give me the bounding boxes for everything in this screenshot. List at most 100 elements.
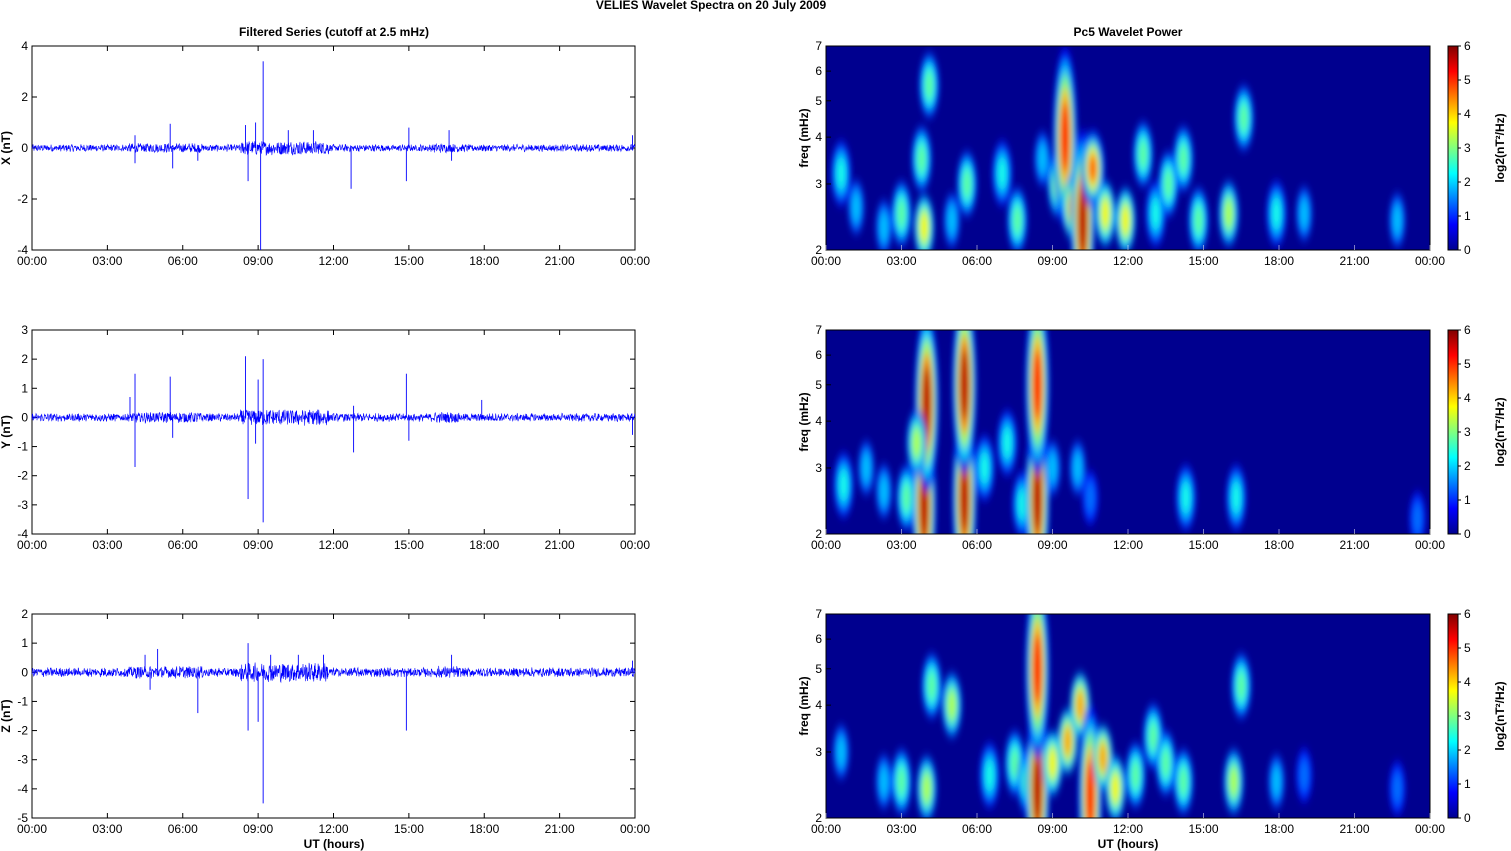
colorbar-label: log2(nT²/Hz) [1493,113,1507,182]
x-tick-label: 18:00 [1264,822,1294,836]
x-tick-label: 03:00 [92,254,122,268]
y-tick-label: 0 [21,665,28,679]
panels-group: -4 -2 0 2 4 00:00 03:00 06:00 09:00 12:00 15:00 18:… [0,39,1507,836]
heatmap-blob [1033,461,1042,534]
heatmap-blob [1231,482,1241,513]
heatmap-blob [1272,766,1281,797]
freq-tick-label: 3 [815,461,822,475]
x-tick-label: 03:00 [92,538,122,552]
heatmap-blobs [833,330,1426,534]
heatmap-plot-area [825,329,1431,535]
colorbar-tick-label: 6 [1464,607,1471,621]
freq-tick-label: 6 [815,64,822,78]
heatmap-blob [836,736,846,768]
freq-tick-label: 5 [815,378,822,392]
colorbar-tick-label: 2 [1464,743,1471,757]
series-panel-x: -4 -2 0 2 4 00:00 03:00 06:00 09:00 12:00 15:00 18:… [0,39,650,268]
heatmap-blob [1299,760,1309,791]
freq-tick-label: 7 [815,607,822,621]
y-tick-label: 1 [21,381,28,395]
x-tick-label: 12:00 [1113,254,1143,268]
x-tick-label: 18:00 [1264,538,1294,552]
x-tick-label: 21:00 [545,254,575,268]
y-tick-label: -2 [17,192,28,206]
x-tick-label: 06:00 [962,538,992,552]
heatmap-blob [1392,773,1402,804]
x-tick-label: 18:00 [469,538,499,552]
colorbar-tick-label: 1 [1464,493,1471,507]
x-tick-label: 03:00 [886,254,916,268]
heatmap-blob [1078,184,1088,250]
right-xlabel: UT (hours) [1098,837,1159,851]
freq-tick-label: 5 [815,662,822,676]
heatmap-blob [1098,742,1108,773]
x-tick-label: 15:00 [394,822,424,836]
y-tick-label: 4 [21,39,28,53]
colorbar-tick-label: 6 [1464,323,1471,337]
y-tick-label: 2 [21,607,28,621]
freq-ylabel: freq (mHz) [797,676,811,735]
heatmap-blobs [832,614,1406,818]
series-trace [31,409,636,426]
heatmap-blob [1033,752,1042,818]
y-tick-label: -3 [17,498,28,512]
colorbar-tick-label: 3 [1464,141,1471,155]
heatmap-blob [1017,489,1027,520]
colorbar [1447,613,1459,819]
heatmap-blob [1048,452,1057,484]
x-tick-label: 00:00 [17,538,47,552]
heatmap-blob [1033,632,1042,705]
heatmap-blob [1148,721,1158,752]
x-tick-label: 12:00 [318,538,348,552]
y-tick-label: 2 [21,352,28,366]
heatmap-blob [1060,101,1070,174]
freq-tick-label: 5 [815,94,822,108]
x-tick-label: 00:00 [1415,822,1445,836]
series-axes-box [31,329,636,535]
x-tick-label: 15:00 [1188,822,1218,836]
heatmap-blob [1038,143,1047,175]
heatmap-blob [1161,748,1171,779]
y-tick-label: 3 [21,323,28,337]
heatmap-blob [1012,205,1022,236]
x-tick-label: 15:00 [1188,254,1218,268]
colorbar-tick-label: 5 [1464,641,1471,655]
heatmap-blob [1048,748,1057,779]
freq-tick-label: 2 [815,243,822,257]
colorbar-tick-label: 4 [1464,391,1471,405]
freq-tick-label: 4 [815,698,822,712]
heatmap-blob [922,365,931,438]
x-tick-label: 21:00 [1339,538,1369,552]
heatmap-blobs [831,47,1406,250]
x-tick-label: 00:00 [620,822,650,836]
heatmap-blob [997,158,1007,189]
x-tick-label: 15:00 [394,538,424,552]
heatmap-blob [960,348,969,421]
heatmap-blob [1272,198,1281,229]
heatmap-blob [1073,452,1082,484]
colorbar-tick-label: 4 [1464,675,1471,689]
x-tick-label: 21:00 [545,538,575,552]
freq-tick-label: 4 [815,130,822,144]
x-tick-label: 12:00 [1113,538,1143,552]
x-tick-label: 18:00 [469,822,499,836]
x-tick-label: 00:00 [811,822,841,836]
x-tick-label: 09:00 [243,822,273,836]
heatmap-blob [851,192,861,223]
heatmap-clip [831,47,1406,250]
x-tick-label: 09:00 [243,538,273,552]
heatmap-blob [927,670,937,702]
heatmap-blob [1179,766,1188,797]
heatmap-clip [833,330,1426,534]
heatmap-blob [861,452,871,484]
heatmap-blob [960,461,969,534]
heatmap-blob [985,760,994,791]
heatmap-panel-y: 2 3 4 5 6 7 00:00 03:00 06:00 09:00 12:00 15:00 18:0… [797,323,1507,552]
heatmap-blob [1085,482,1095,513]
left-panel-title: Filtered Series (cutoff at 2.5 mHz) [239,25,429,39]
colorbar-label: log2(nT²/Hz) [1493,397,1507,466]
x-tick-label: 00:00 [620,254,650,268]
colorbar-tick-label: 0 [1464,527,1471,541]
heatmap-blob [919,212,929,243]
